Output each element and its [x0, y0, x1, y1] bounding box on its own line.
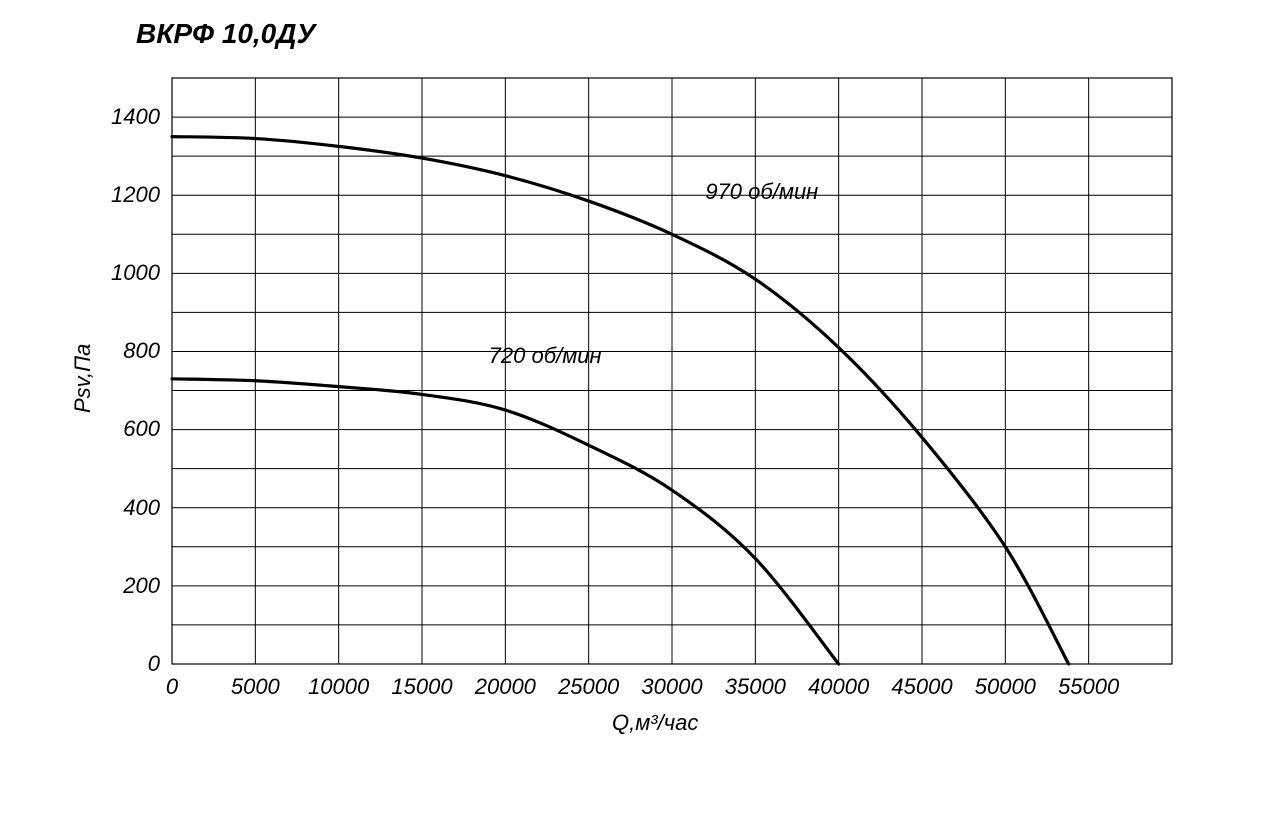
x-tick-label: 5000 — [215, 674, 295, 700]
y-tick-label: 200 — [123, 573, 160, 599]
y-tick-label: 0 — [148, 651, 160, 677]
y-tick-label: 400 — [123, 495, 160, 521]
x-tick-label: 30000 — [632, 674, 712, 700]
x-axis-label: Q,м³/час — [612, 710, 698, 736]
x-tick-label: 0 — [132, 674, 212, 700]
y-axis-label: Psv,Па — [70, 344, 96, 413]
x-tick-label: 10000 — [299, 674, 379, 700]
y-tick-label: 1000 — [111, 260, 160, 286]
series-label-0: 970 об/мин — [705, 179, 818, 205]
y-tick-label: 1200 — [111, 182, 160, 208]
y-tick-label: 800 — [123, 338, 160, 364]
x-tick-label: 35000 — [715, 674, 795, 700]
x-tick-label: 15000 — [382, 674, 462, 700]
x-tick-label: 40000 — [799, 674, 879, 700]
x-tick-label: 55000 — [1049, 674, 1129, 700]
series-label-1: 720 об/мин — [489, 343, 602, 369]
series-curve-0 — [172, 137, 1069, 664]
page: ВКРФ 10,0ДУ 0200400600800100012001400050… — [0, 0, 1264, 822]
x-tick-label: 20000 — [465, 674, 545, 700]
x-tick-label: 45000 — [882, 674, 962, 700]
y-tick-label: 1400 — [111, 104, 160, 130]
y-tick-label: 600 — [123, 416, 160, 442]
x-tick-label: 50000 — [965, 674, 1045, 700]
x-tick-label: 25000 — [549, 674, 629, 700]
